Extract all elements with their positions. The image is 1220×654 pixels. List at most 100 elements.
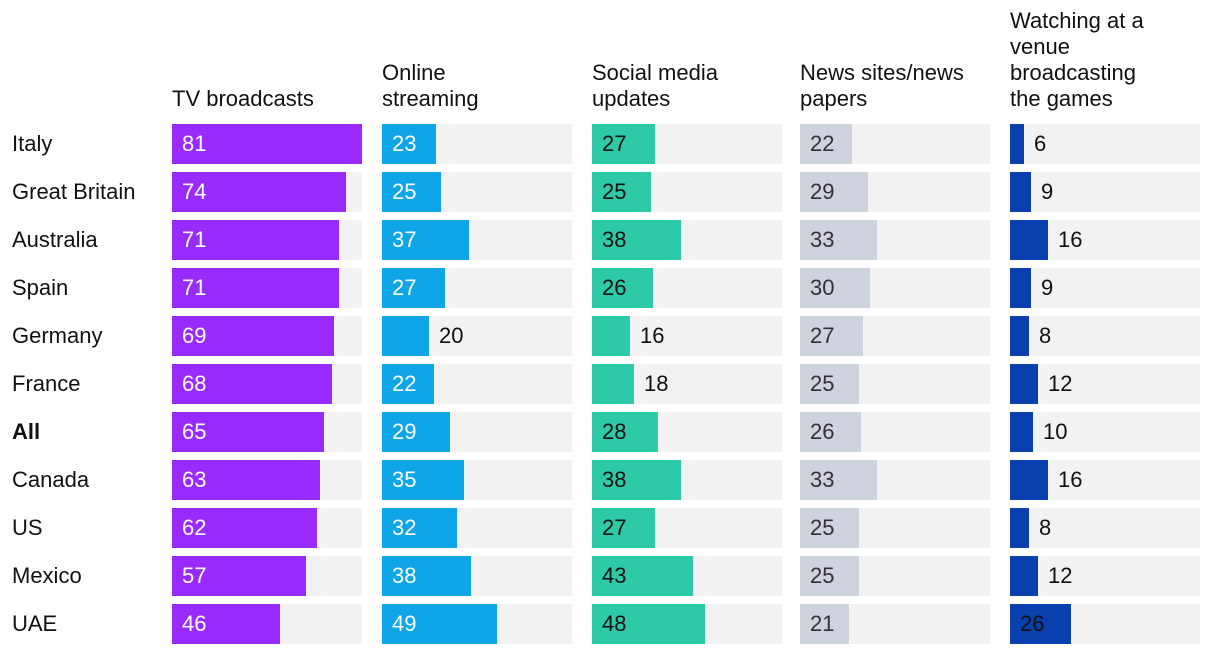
bar-online-uae [382,604,497,644]
value-label: 48 [602,611,627,636]
bar-news-sites-news-uae [800,604,849,644]
bar-track: 33 [800,460,990,500]
value-label: 63 [182,467,207,492]
value-label: 71 [182,227,207,252]
bar-social-media-uae [592,604,705,644]
bar-social-media-australia [592,220,681,260]
bar-watching-at-a-all [1010,412,1033,452]
value-label: 46 [182,611,207,636]
bar-track: 29 [382,412,572,452]
bar-tv-broadcasts-australia [172,220,339,260]
bar-track: 62 [172,508,362,548]
bar-track: 25 [382,172,572,212]
value-label: 26 [602,275,627,300]
value-label: 27 [392,275,417,300]
value-label: 33 [810,467,835,492]
bar-tv-broadcasts-mexico [172,556,306,596]
value-label: 22 [810,131,835,156]
value-label: 68 [182,371,207,396]
bar-track: 25 [592,172,782,212]
bar-news-sites-news-australia [800,220,877,260]
bar-track: 38 [592,220,782,260]
row-label-all: All [12,419,41,444]
bar-online-canada [382,460,464,500]
bar-track: 16 [592,316,782,356]
bar-track: 26 [1010,604,1200,644]
bar-news-sites-news-canada [800,460,877,500]
value-label: 16 [1058,467,1083,492]
bar-watching-at-a-spain [1010,268,1031,308]
value-label: 8 [1039,323,1052,348]
bar-social-media-italy [592,124,655,164]
bar-track: 16 [1010,220,1200,260]
value-label: 10 [1043,419,1068,444]
value-label: 25 [810,563,835,588]
bar-track: 26 [592,268,782,308]
value-label: 69 [182,323,207,348]
bar-track: 20 [382,316,572,356]
bar-track: 9 [1010,172,1200,212]
bar-social-media-canada [592,460,681,500]
bar-track: 25 [800,364,990,404]
value-label: 9 [1041,275,1054,300]
value-label: 25 [392,179,417,204]
row-label-us: US [12,515,43,540]
bar-track: 38 [592,460,782,500]
bar-track: 68 [172,364,362,404]
value-label: 25 [810,371,835,396]
bar-tv-broadcasts-uae [172,604,280,644]
column-header-social-media: Social media updates [592,60,718,111]
bar-track: 10 [1010,412,1200,452]
bar-track: 22 [800,124,990,164]
bar-track: 81 [172,124,362,164]
value-label: 37 [392,227,417,252]
row-label-canada: Canada [12,467,90,492]
bar-online-spain [382,268,445,308]
value-label: 26 [1020,611,1045,636]
bar-track: 6 [1010,124,1200,164]
bar-tv-broadcasts-france [172,364,332,404]
bar-social-media-spain [592,268,653,308]
bar-track: 12 [1010,556,1200,596]
bar-watching-at-a-canada [1010,460,1048,500]
value-label: 32 [392,515,417,540]
bar-watching-at-a-australia [1010,220,1048,260]
value-label: 43 [602,563,627,588]
value-label: 49 [392,611,417,636]
row-label-germany: Germany [12,323,103,348]
value-label: 12 [1048,371,1073,396]
bar-track: 37 [382,220,572,260]
value-label: 74 [182,179,207,204]
value-label: 21 [810,611,835,636]
bar-track: 30 [800,268,990,308]
row-label-italy: Italy [12,131,53,156]
bar-track: 29 [800,172,990,212]
value-label: 57 [182,563,207,588]
bar-track: 38 [382,556,572,596]
value-label: 38 [602,467,627,492]
value-label: 33 [810,227,835,252]
bar-tv-broadcasts-great-britain [172,172,346,212]
bar-track: 46 [172,604,362,644]
value-label: 20 [439,323,464,348]
value-label: 62 [182,515,207,540]
bar-track: 27 [592,508,782,548]
row-label-great-britain: Great Britain [12,179,136,204]
value-label: 25 [602,179,627,204]
value-label: 12 [1048,563,1073,588]
bar-track: 23 [382,124,572,164]
value-label: 29 [810,179,835,204]
value-label: 38 [392,563,417,588]
bar-track: 49 [382,604,572,644]
bar-track: 16 [1010,460,1200,500]
bar-track: 33 [800,220,990,260]
row-label-uae: UAE [12,611,58,636]
bar-online-australia [382,220,469,260]
bar-track: 27 [800,316,990,356]
bar-online-us [382,508,457,548]
bar-online-great-britain [382,172,441,212]
value-label: 6 [1034,131,1047,156]
bar-track: 48 [592,604,782,644]
bar-online-germany [382,316,429,356]
